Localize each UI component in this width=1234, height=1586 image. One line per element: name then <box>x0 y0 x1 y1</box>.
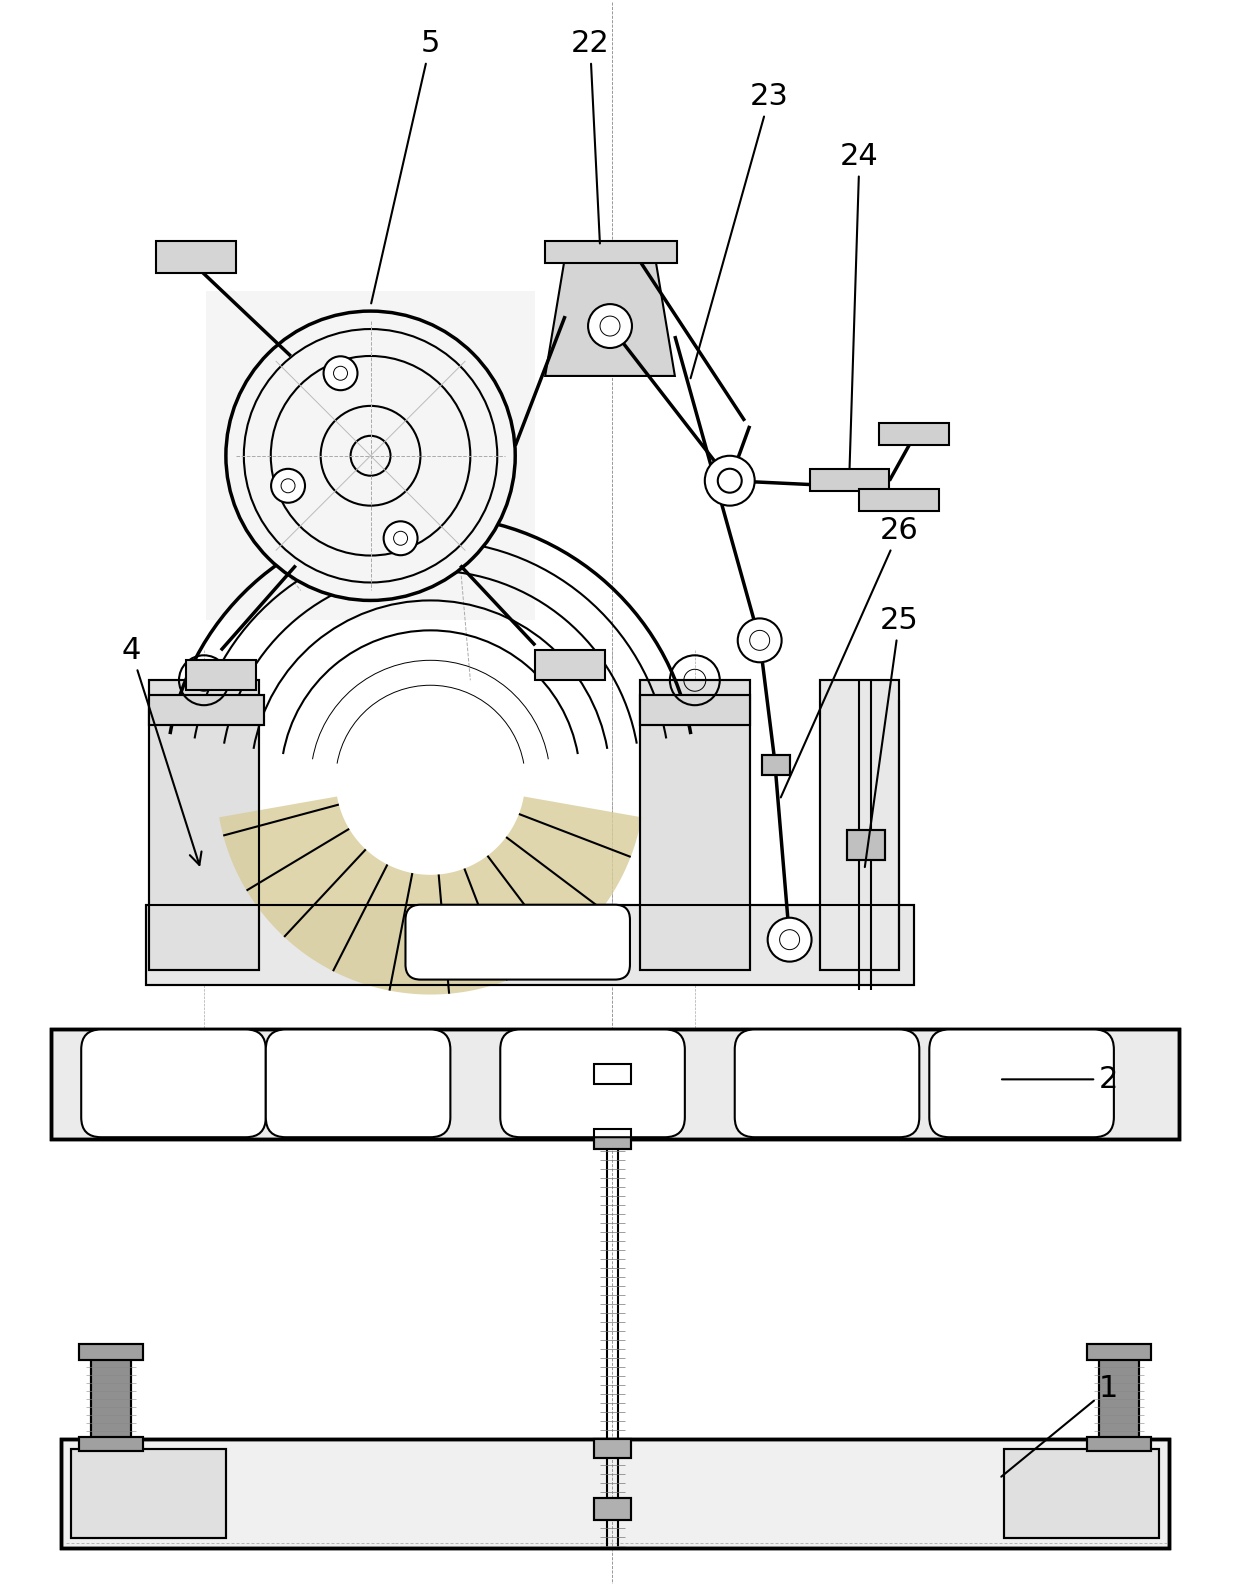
Bar <box>91 1354 131 1448</box>
Bar <box>640 695 750 725</box>
Bar <box>1099 1354 1139 1448</box>
Text: 26: 26 <box>781 515 919 798</box>
Text: 1: 1 <box>1001 1373 1118 1477</box>
Text: 25: 25 <box>865 606 919 868</box>
Bar <box>72 1448 226 1538</box>
Bar <box>640 680 750 969</box>
Text: 23: 23 <box>691 82 789 377</box>
Bar <box>710 469 728 493</box>
Bar <box>819 680 900 969</box>
Circle shape <box>271 469 305 503</box>
Bar <box>1004 1448 1159 1538</box>
Bar <box>848 829 885 860</box>
Bar <box>810 469 890 490</box>
Bar <box>594 1129 631 1150</box>
Bar <box>91 1354 131 1448</box>
Circle shape <box>705 455 755 506</box>
Bar <box>1004 1448 1159 1538</box>
Bar <box>206 292 536 620</box>
Bar <box>79 1437 143 1451</box>
Bar <box>761 755 790 776</box>
Bar <box>1087 1343 1151 1359</box>
Bar <box>155 241 236 273</box>
Bar <box>545 241 677 263</box>
Text: 22: 22 <box>570 29 610 244</box>
Bar <box>52 1029 1178 1139</box>
Circle shape <box>738 619 781 663</box>
Bar <box>640 695 750 725</box>
Bar <box>146 904 914 985</box>
Bar <box>149 695 264 725</box>
Bar <box>1087 1437 1151 1451</box>
Bar <box>149 680 259 969</box>
FancyBboxPatch shape <box>734 1029 919 1137</box>
FancyBboxPatch shape <box>81 1029 265 1137</box>
Bar <box>880 423 949 444</box>
Text: 4: 4 <box>121 636 201 864</box>
Circle shape <box>226 311 516 601</box>
Bar <box>819 680 900 969</box>
Text: 5: 5 <box>371 29 441 303</box>
Bar <box>594 1499 631 1521</box>
Circle shape <box>323 357 358 390</box>
Polygon shape <box>545 257 675 376</box>
Text: 2: 2 <box>1002 1064 1118 1094</box>
Bar <box>594 1129 631 1150</box>
Bar <box>594 1499 631 1521</box>
Text: 24: 24 <box>840 141 879 468</box>
Bar <box>149 680 259 969</box>
Bar <box>1099 1354 1139 1448</box>
FancyBboxPatch shape <box>265 1029 450 1137</box>
Bar <box>594 1064 631 1085</box>
Bar <box>52 1029 1178 1139</box>
FancyBboxPatch shape <box>500 1029 685 1137</box>
Bar <box>149 695 264 725</box>
Bar <box>536 650 605 680</box>
Bar <box>761 755 790 776</box>
Bar <box>1087 1343 1151 1359</box>
Bar <box>848 829 885 860</box>
Polygon shape <box>220 796 642 994</box>
Bar <box>859 488 939 511</box>
Bar <box>594 1439 631 1459</box>
Bar <box>79 1343 143 1359</box>
Bar <box>146 904 914 985</box>
Circle shape <box>768 918 812 961</box>
Bar <box>594 1064 631 1085</box>
Bar <box>594 1439 631 1459</box>
Bar <box>62 1439 1169 1548</box>
Bar <box>1087 1437 1151 1451</box>
Bar <box>186 660 255 690</box>
FancyBboxPatch shape <box>929 1029 1114 1137</box>
Bar <box>62 1439 1169 1548</box>
Circle shape <box>589 305 632 347</box>
Bar <box>72 1448 226 1538</box>
Bar <box>640 680 750 969</box>
Bar <box>79 1343 143 1359</box>
Circle shape <box>384 522 417 555</box>
FancyBboxPatch shape <box>406 904 631 980</box>
Bar <box>79 1437 143 1451</box>
